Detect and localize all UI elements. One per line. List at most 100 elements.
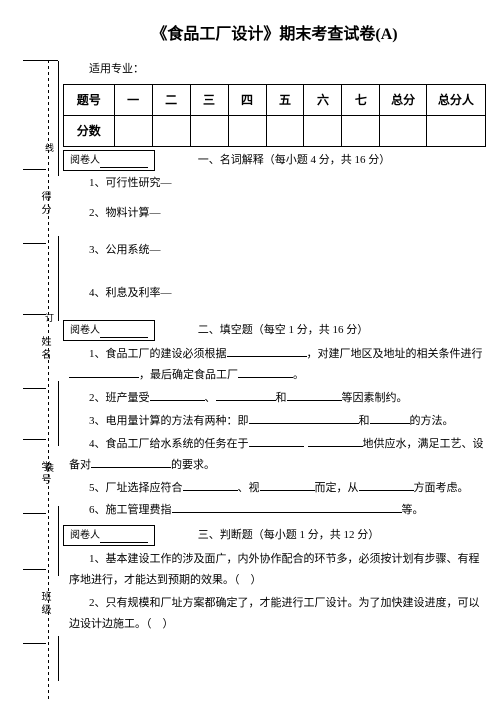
th: 三 — [190, 84, 228, 115]
th: 五 — [266, 84, 304, 115]
text: 、 — [205, 392, 216, 404]
section-2-title: 二、填空题（每空 1 分，共 16 分） — [198, 324, 369, 336]
section-3-title: 三、判断题（每小题 1 分，共 12 分） — [198, 529, 380, 541]
side-underline — [23, 439, 46, 440]
blank[interactable] — [249, 435, 304, 447]
section-1-title: 一、名词解释（每小题 4 分，共 16 分） — [198, 154, 391, 166]
blank[interactable] — [359, 479, 414, 491]
text: 4、食品工厂给水系统的任务在于 — [89, 438, 249, 450]
text: ，最后确定食品工厂 — [139, 369, 238, 381]
text: 和 — [276, 392, 287, 404]
grader-label: 阅卷人 — [70, 530, 100, 541]
side-underline — [23, 243, 46, 244]
grader-blank[interactable] — [100, 532, 148, 543]
page-content: 《食品工厂设计》期末考查试卷(A) 适用专业： 题号 一 二 三 四 五 六 七… — [63, 0, 486, 637]
dash-label-ding: 订 — [43, 313, 56, 322]
text: 1、食品工厂的建设必须根据 — [89, 348, 227, 360]
grader-label: 阅卷人 — [70, 325, 100, 336]
side-rail: 得分 姓名 学号 班级 — [23, 60, 58, 680]
th: 七 — [342, 84, 380, 115]
side-label-score: 得分 — [37, 191, 52, 217]
blank[interactable] — [260, 479, 315, 491]
text: 等。 — [402, 504, 424, 516]
text: 5、厂址选择应符合 — [89, 482, 183, 494]
td[interactable] — [266, 115, 304, 146]
q2-1: 1、食品工厂的建设必须根据，对建厂地区及地址的相关条件进行，最后确定食品工厂。 — [69, 344, 486, 386]
blank[interactable] — [370, 412, 410, 424]
dash-label-xian: 线 — [43, 143, 56, 152]
text: 而定，从 — [315, 482, 359, 494]
blank[interactable] — [91, 456, 171, 468]
major-label: 适用专业： — [89, 61, 486, 78]
text: ，对建厂地区及地址的相关条件进行 — [307, 348, 483, 360]
text: 、视 — [238, 482, 260, 494]
blank[interactable] — [69, 366, 139, 378]
td[interactable] — [380, 115, 426, 146]
text: 的要求。 — [171, 459, 215, 471]
q1-2: 2、物料计算— — [89, 204, 486, 223]
side-label-class: 班级 — [37, 591, 52, 617]
grader-label: 阅卷人 — [70, 155, 100, 166]
grader-blank[interactable] — [100, 157, 148, 168]
q1-1: 1、可行性研究— — [89, 174, 486, 193]
th: 四 — [228, 84, 266, 115]
q2-3: 3、电用量计算的方法有两种：即 和 的方法。 — [69, 411, 486, 432]
blank[interactable] — [249, 412, 359, 424]
side-label-name: 姓名 — [37, 336, 52, 362]
side-underline — [23, 643, 46, 644]
blank[interactable] — [287, 389, 342, 401]
td[interactable] — [228, 115, 266, 146]
th: 六 — [304, 84, 342, 115]
td[interactable] — [304, 115, 342, 146]
blank[interactable] — [308, 435, 363, 447]
text: 6、施工管理费指 — [89, 504, 172, 516]
td[interactable] — [190, 115, 228, 146]
text: 2、班产量受 — [89, 392, 150, 404]
td[interactable] — [342, 115, 380, 146]
exam-title: 《食品工厂设计》期末考查试卷(A) — [63, 23, 486, 47]
blank[interactable] — [238, 366, 293, 378]
th: 二 — [152, 84, 190, 115]
th-num: 题号 — [64, 84, 115, 115]
side-vline — [58, 61, 59, 176]
q1-4: 4、利息及利率— — [89, 284, 486, 303]
blank[interactable] — [227, 345, 307, 357]
side-underline — [23, 169, 46, 170]
th: 一 — [114, 84, 152, 115]
text: 和 — [359, 415, 370, 427]
grader-box: 阅卷人 — [63, 525, 155, 546]
text: 的方法。 — [410, 415, 454, 427]
q2-6: 6、施工管理费指 等。 — [69, 500, 486, 521]
grader-box: 阅卷人 — [63, 150, 155, 171]
td-score-label: 分数 — [64, 115, 115, 146]
side-underline — [23, 388, 46, 389]
text: 3、电用量计算的方法有两种：即 — [89, 415, 249, 427]
blank[interactable] — [183, 479, 238, 491]
score-table: 题号 一 二 三 四 五 六 七 总分 总分人 分数 — [63, 84, 486, 147]
td[interactable] — [114, 115, 152, 146]
table-row: 题号 一 二 三 四 五 六 七 总分 总分人 — [64, 84, 486, 115]
dash-label-zhuang: 装 — [43, 463, 56, 472]
section-3-header: 阅卷人 三、判断题（每小题 1 分，共 12 分） — [63, 525, 486, 546]
th-total: 总分 — [380, 84, 426, 115]
q3-1: 1、基本建设工作的涉及面广，内外协作配合的环节多，必须按计划有步骤、有程序地进行… — [69, 549, 486, 591]
th-totaller: 总分人 — [426, 84, 485, 115]
td[interactable] — [426, 115, 485, 146]
text: 等因素制约。 — [342, 392, 408, 404]
text: 方面考虑。 — [414, 482, 469, 494]
side-underline — [23, 569, 46, 570]
blank[interactable] — [172, 501, 402, 513]
q2-5: 5、厂址选择应符合 、视 而定，从 方面考虑。 — [69, 478, 486, 499]
section-1-header: 阅卷人 一、名词解释（每小题 4 分，共 16 分） — [63, 150, 486, 171]
side-vline — [58, 636, 59, 681]
blank[interactable] — [216, 389, 276, 401]
side-vline — [58, 381, 59, 446]
side-vline — [58, 506, 59, 576]
table-row: 分数 — [64, 115, 486, 146]
blank[interactable] — [150, 389, 205, 401]
grader-box: 阅卷人 — [63, 320, 155, 341]
side-underline — [23, 513, 46, 514]
section-2-header: 阅卷人 二、填空题（每空 1 分，共 16 分） — [63, 320, 486, 341]
td[interactable] — [152, 115, 190, 146]
grader-blank[interactable] — [100, 327, 148, 338]
